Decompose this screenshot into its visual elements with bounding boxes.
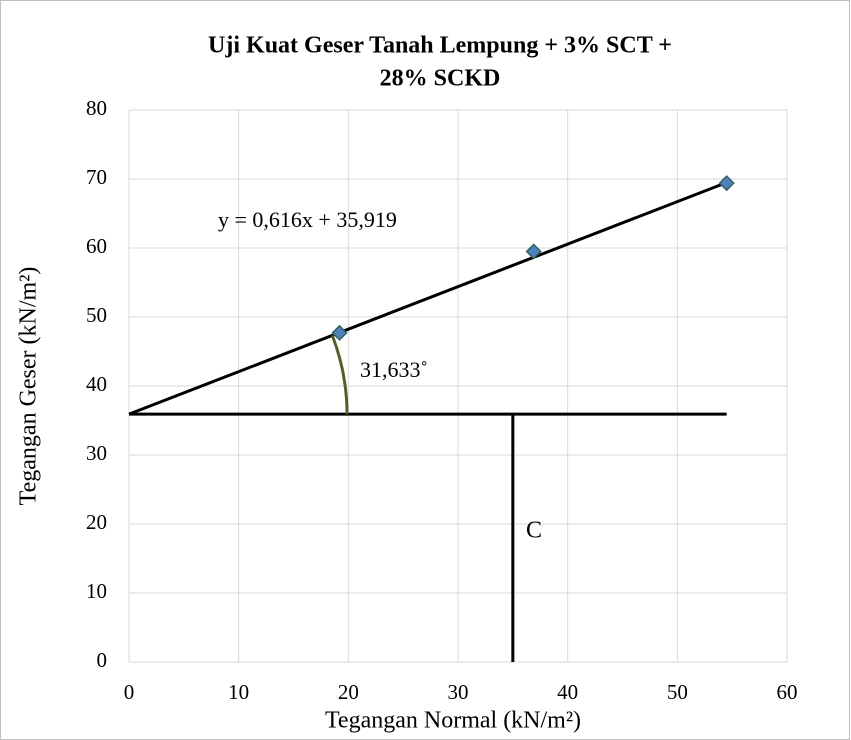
y-tick-label: 30 <box>86 441 107 465</box>
y-tick-label: 80 <box>86 96 107 120</box>
y-tick-label: 70 <box>86 165 107 189</box>
y-tick-label: 50 <box>86 303 107 327</box>
chart-title: 28% SCKD <box>380 66 501 92</box>
x-tick-label: 20 <box>338 680 359 704</box>
equation-label: y = 0,616x + 35,919 <box>218 207 397 232</box>
y-tick-label: 20 <box>86 510 107 534</box>
x-tick-label: 0 <box>124 680 135 704</box>
y-tick-label: 40 <box>86 372 107 396</box>
x-tick-label: 40 <box>557 680 578 704</box>
angle-label: 31,633˚ <box>360 357 428 382</box>
point <box>525 243 542 260</box>
chart-title: Uji Kuat Geser Tanah Lempung + 3% SCT + <box>208 33 672 59</box>
angle-arc <box>330 334 349 415</box>
y-axis-label: Tegangan Geser (kN/m²) <box>16 267 42 506</box>
x-tick-label: 60 <box>777 680 798 704</box>
x-tick-label: 50 <box>667 680 688 704</box>
y-tick-label: 60 <box>86 234 107 258</box>
point <box>331 324 348 341</box>
c-label: C <box>526 518 542 544</box>
x-tick-label: 10 <box>228 680 249 704</box>
y-tick-label: 0 <box>97 648 108 672</box>
point <box>718 175 735 192</box>
trendline <box>128 181 728 416</box>
x-axis-label: Tegangan Normal (kN/m²) <box>325 708 581 734</box>
y-tick-label: 10 <box>86 579 107 603</box>
x-tick-label: 30 <box>448 680 469 704</box>
